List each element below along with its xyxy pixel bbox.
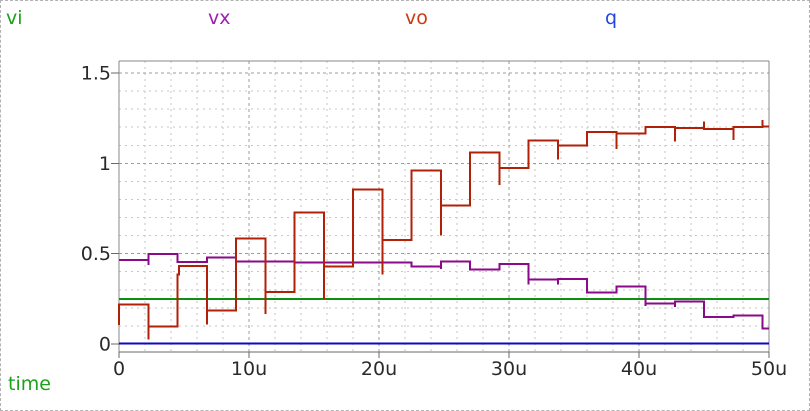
legend-label-vx: vx — [208, 7, 231, 29]
svg-text:40u: 40u — [621, 358, 657, 380]
legend-label-vi: vi — [6, 7, 23, 29]
legend-label-q: q — [605, 7, 618, 29]
series-vo — [118, 120, 769, 340]
legend-label-vo: vo — [405, 7, 428, 29]
svg-text:20u: 20u — [361, 358, 397, 380]
svg-text:30u: 30u — [491, 358, 527, 380]
svg-text:1.5: 1.5 — [81, 62, 111, 84]
svg-text:0: 0 — [113, 358, 125, 380]
series-vx — [119, 253, 769, 330]
svg-text:10u: 10u — [231, 358, 267, 380]
x-axis-title: time — [8, 373, 51, 395]
svg-text:0: 0 — [99, 334, 111, 356]
svg-text:0.5: 0.5 — [81, 243, 111, 265]
svg-text:1: 1 — [99, 153, 111, 175]
svg-text:50u: 50u — [751, 358, 787, 380]
